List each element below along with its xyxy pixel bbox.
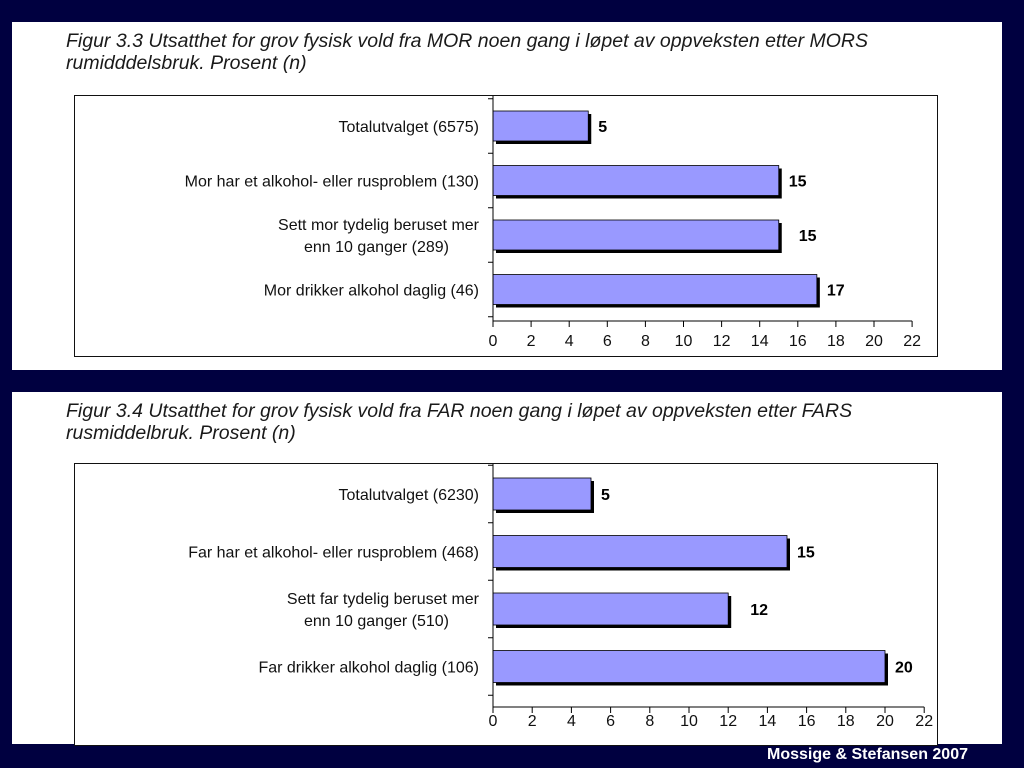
- x-tick-label: 0: [489, 333, 498, 350]
- data-label: 20: [895, 660, 913, 677]
- x-tick-label: 6: [606, 713, 615, 730]
- x-tick-label: 10: [675, 333, 693, 350]
- data-label: 5: [598, 119, 607, 136]
- x-tick-label: 12: [719, 713, 737, 730]
- x-tick-label: 22: [915, 713, 933, 730]
- data-label: 15: [797, 545, 815, 562]
- figure-panel-3-3: Figur 3.3 Utsatthet for grov fysisk vold…: [12, 22, 1002, 370]
- x-tick-label: 18: [837, 713, 855, 730]
- data-label: 17: [827, 283, 845, 300]
- bar-chart-3-4: 5 Totalutvalget (6230) 15 Far har et alkoho…: [188, 464, 933, 730]
- category-label: Mor drikker alkohol daglig (46): [264, 283, 479, 300]
- x-tick-label: 4: [567, 713, 576, 730]
- category-label: Mor har et alkohol- eller rusproblem (13…: [185, 174, 479, 191]
- bar: [492, 165, 780, 196]
- chart-title: Figur 3.3 Utsatthet for grov fysisk vold…: [66, 30, 869, 74]
- x-tick-label: 8: [641, 333, 650, 350]
- x-tick-label: 20: [876, 713, 894, 730]
- bar: [492, 477, 592, 511]
- data-label: 15: [799, 228, 817, 245]
- figure-panel-3-4: Figur 3.4 Utsatthet for grov fysisk vold…: [12, 392, 1002, 746]
- x-tick-label: 2: [527, 333, 536, 350]
- x-tick-label: 4: [565, 333, 574, 350]
- data-label: 15: [789, 174, 807, 191]
- chart-frame: 5 Totalutvalget (6230) 15 Far har et alkoho…: [74, 463, 938, 746]
- x-tick-label: 10: [680, 713, 698, 730]
- x-tick-label: 14: [751, 333, 769, 350]
- category-label: Far drikker alkohol daglig (106): [258, 660, 479, 677]
- x-tick-label: 8: [645, 713, 654, 730]
- x-tick-label: 14: [759, 713, 777, 730]
- bar-chart-3-3: 5 Totalutvalget (6575) 15 Mor har et alkoho…: [185, 96, 921, 350]
- category-label: Sett far tydelig beruset mer: [287, 591, 480, 608]
- category-label: Far har et alkohol- eller rusproblem (46…: [188, 545, 479, 562]
- bar: [492, 110, 589, 142]
- x-tick-label: 16: [789, 333, 807, 350]
- x-tick-label: 0: [489, 713, 498, 730]
- bar: [492, 219, 780, 251]
- x-tick-label: 16: [798, 713, 816, 730]
- chart-frame: 5 Totalutvalget (6575) 15 Mor har et alkoho…: [74, 95, 938, 357]
- category-label: Totalutvalget (6230): [338, 487, 479, 504]
- bar: [492, 650, 886, 683]
- x-tick-label: 20: [865, 333, 883, 350]
- x-tick-label: 22: [903, 333, 921, 350]
- category-label: Sett mor tydelig beruset mer: [278, 217, 480, 234]
- category-label: enn 10 ganger (289): [304, 239, 449, 256]
- bar: [492, 592, 729, 626]
- source-credit: Mossige & Stefansen 2007: [767, 746, 968, 763]
- chart-title: Figur 3.4 Utsatthet for grov fysisk vold…: [66, 400, 853, 444]
- x-tick-label: 18: [827, 333, 845, 350]
- data-label: 12: [750, 602, 768, 619]
- x-tick-label: 2: [528, 713, 537, 730]
- bar: [492, 274, 818, 305]
- x-tick-label: 12: [713, 333, 731, 350]
- category-label: Totalutvalget (6575): [338, 119, 479, 136]
- bar: [492, 535, 788, 568]
- data-label: 5: [601, 487, 610, 504]
- category-label: enn 10 ganger (510): [304, 613, 449, 630]
- x-tick-label: 6: [603, 333, 612, 350]
